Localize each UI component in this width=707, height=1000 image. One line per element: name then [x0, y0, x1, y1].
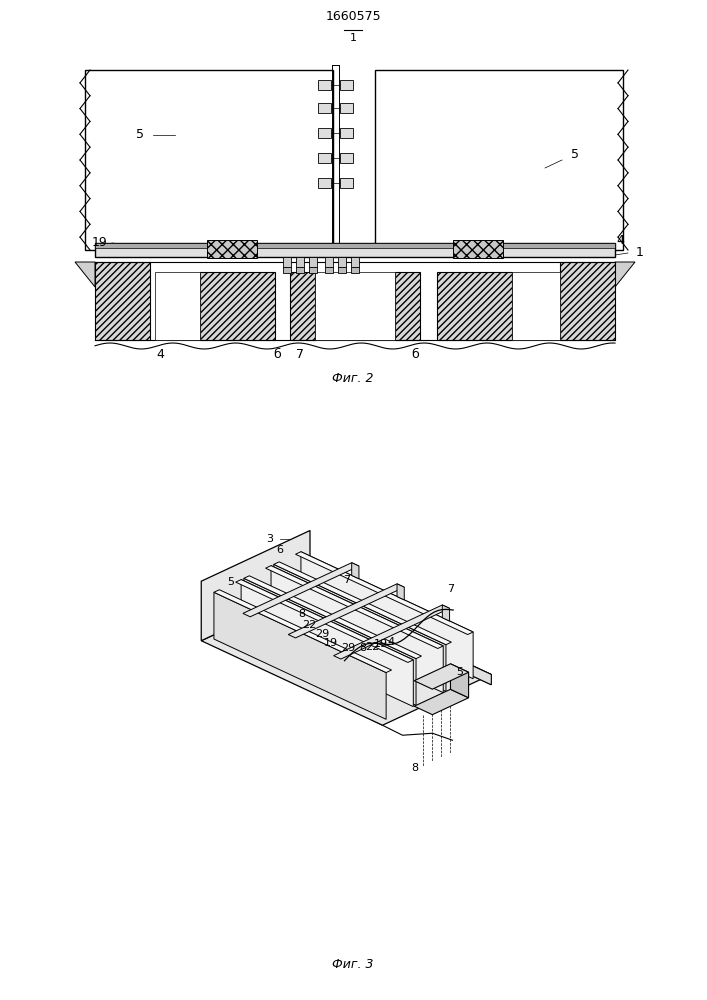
- Bar: [318, 128, 331, 138]
- Polygon shape: [244, 576, 421, 659]
- Text: 4: 4: [387, 637, 394, 647]
- Text: 1: 1: [349, 33, 356, 43]
- Text: 7: 7: [447, 584, 454, 594]
- Bar: [560, 262, 615, 340]
- Text: 4: 4: [156, 349, 164, 361]
- Text: 22: 22: [303, 620, 317, 630]
- Text: Фиг. 3: Фиг. 3: [332, 958, 374, 972]
- Polygon shape: [214, 592, 386, 719]
- Text: 3: 3: [267, 534, 274, 544]
- Polygon shape: [241, 580, 414, 707]
- Bar: [338, 267, 346, 273]
- Bar: [318, 178, 331, 188]
- Text: б: б: [273, 349, 281, 361]
- Bar: [200, 272, 275, 340]
- Text: 19: 19: [374, 639, 388, 649]
- Bar: [437, 272, 512, 340]
- Polygon shape: [288, 584, 404, 638]
- Text: 19: 19: [91, 236, 107, 249]
- Bar: [512, 272, 560, 340]
- Polygon shape: [271, 566, 443, 693]
- Polygon shape: [397, 584, 404, 600]
- Bar: [318, 103, 331, 113]
- Polygon shape: [201, 530, 310, 641]
- Bar: [95, 243, 615, 248]
- Bar: [351, 267, 359, 273]
- Text: Фиг. 2: Фиг. 2: [332, 371, 374, 384]
- Bar: [85, 70, 333, 250]
- Bar: [283, 257, 291, 267]
- Polygon shape: [266, 566, 443, 648]
- Bar: [283, 267, 291, 273]
- Polygon shape: [296, 552, 473, 635]
- Text: 29: 29: [315, 629, 329, 639]
- Polygon shape: [244, 578, 416, 705]
- Polygon shape: [274, 562, 451, 645]
- Polygon shape: [201, 590, 491, 725]
- Bar: [309, 257, 317, 267]
- Polygon shape: [310, 590, 491, 685]
- Polygon shape: [301, 552, 473, 679]
- Bar: [296, 267, 304, 273]
- Text: 7: 7: [343, 575, 350, 585]
- Polygon shape: [235, 580, 414, 662]
- Bar: [296, 257, 304, 267]
- Text: 19: 19: [324, 638, 338, 648]
- Text: 5: 5: [136, 128, 144, 141]
- Bar: [340, 103, 353, 113]
- Text: 4: 4: [616, 233, 624, 246]
- Bar: [95, 243, 615, 257]
- Polygon shape: [274, 564, 446, 691]
- Bar: [340, 178, 353, 188]
- Text: 1: 1: [636, 245, 644, 258]
- Bar: [315, 272, 395, 340]
- Text: 29: 29: [341, 643, 356, 653]
- Bar: [340, 153, 353, 163]
- Text: б: б: [411, 349, 419, 361]
- Text: 5: 5: [571, 148, 579, 161]
- Polygon shape: [334, 605, 450, 659]
- Bar: [95, 262, 150, 340]
- Bar: [207, 240, 257, 258]
- Polygon shape: [414, 689, 469, 715]
- Bar: [375, 70, 623, 250]
- Bar: [453, 240, 503, 258]
- Text: 6: 6: [276, 545, 284, 555]
- Text: 1660575: 1660575: [325, 9, 381, 22]
- Bar: [318, 153, 331, 163]
- Bar: [318, 80, 331, 90]
- Polygon shape: [351, 563, 359, 579]
- Polygon shape: [443, 605, 450, 621]
- Polygon shape: [214, 590, 392, 673]
- Text: 5: 5: [227, 577, 234, 587]
- Bar: [325, 257, 333, 267]
- Text: 8: 8: [411, 763, 419, 773]
- Polygon shape: [243, 563, 359, 617]
- Polygon shape: [310, 590, 491, 685]
- Bar: [340, 128, 353, 138]
- Text: 22: 22: [365, 642, 379, 652]
- Polygon shape: [75, 262, 95, 287]
- Text: 8: 8: [359, 643, 366, 653]
- Text: 7: 7: [296, 349, 304, 361]
- Bar: [309, 267, 317, 273]
- Bar: [290, 272, 315, 340]
- Bar: [325, 267, 333, 273]
- Text: 5: 5: [456, 667, 463, 677]
- Bar: [155, 272, 200, 340]
- Polygon shape: [450, 664, 469, 698]
- Polygon shape: [414, 664, 469, 689]
- Text: 8: 8: [298, 609, 306, 619]
- Bar: [395, 272, 420, 340]
- Bar: [340, 80, 353, 90]
- Bar: [351, 257, 359, 267]
- Polygon shape: [615, 262, 635, 287]
- Bar: [338, 257, 346, 267]
